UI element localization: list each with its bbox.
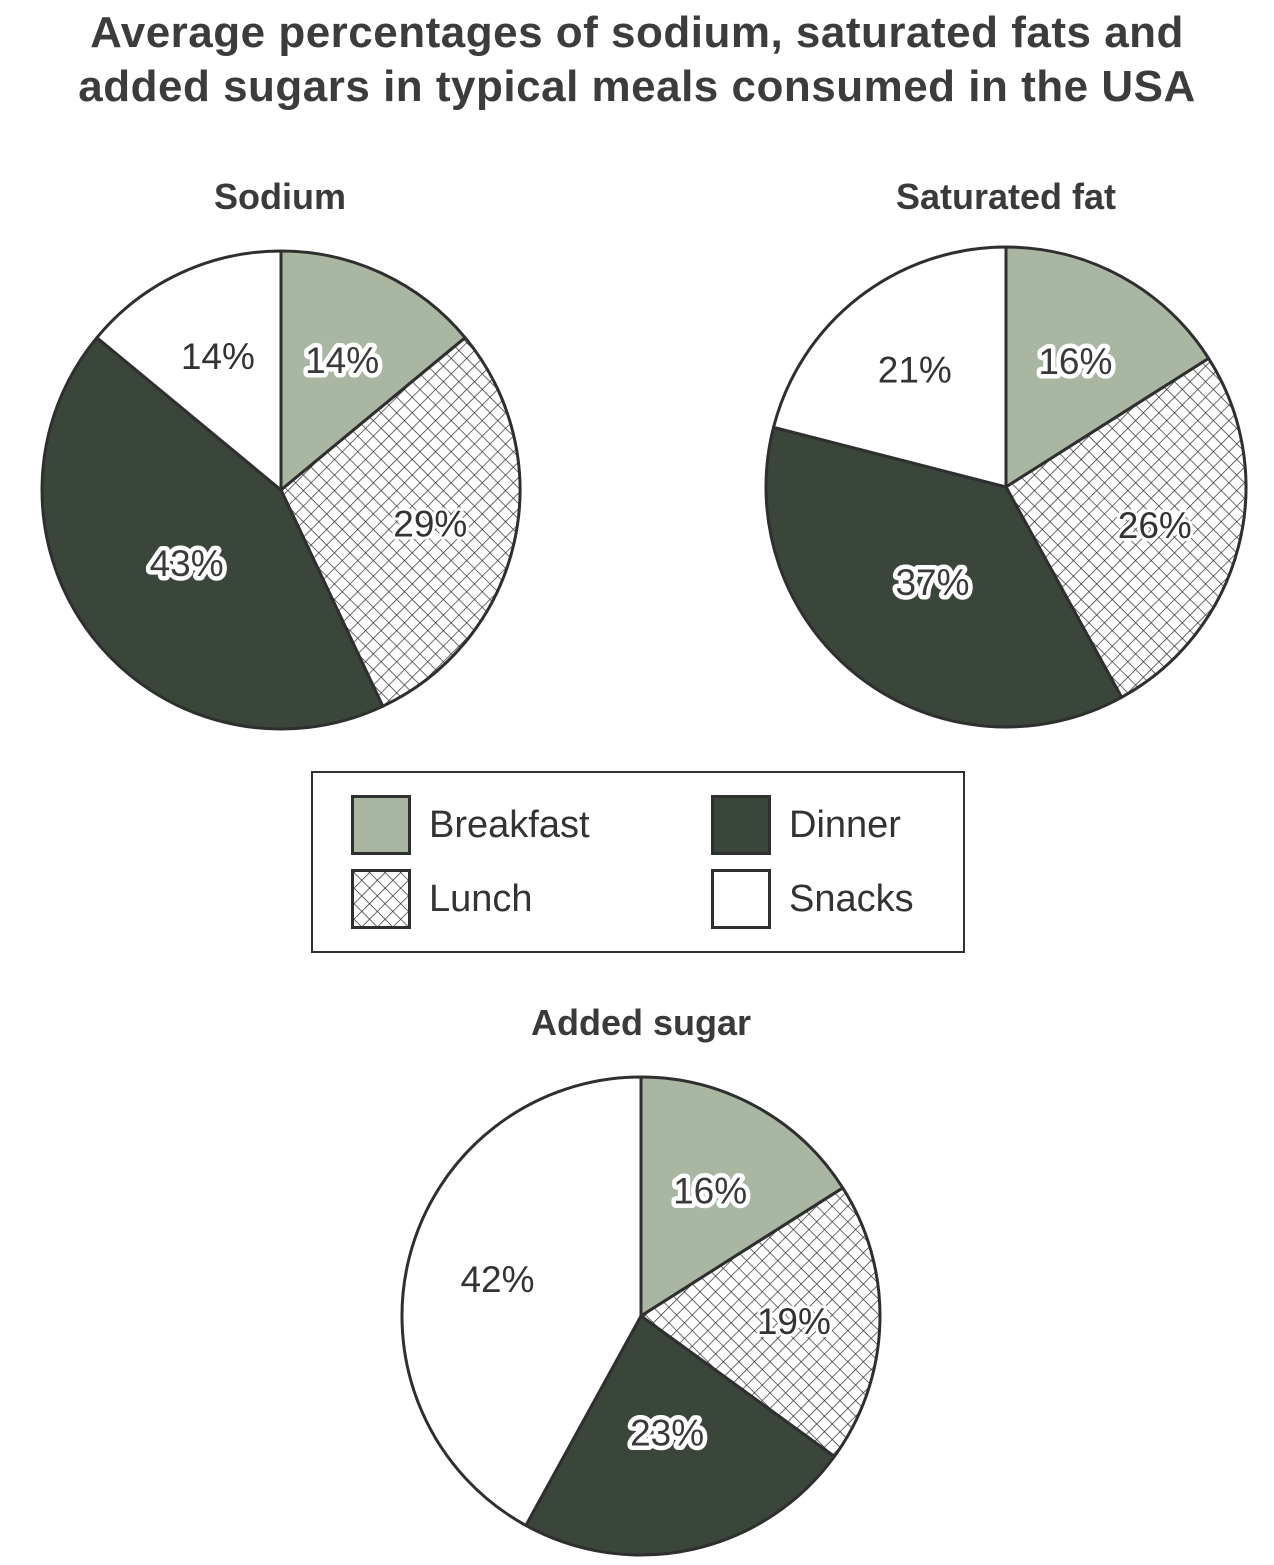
chart-main-title: Average percentages of sodium, saturated… (0, 6, 1274, 114)
pie-label-lunch: 26% (1118, 505, 1192, 546)
main-title-line-2: added sugars in typical meals consumed i… (78, 62, 1196, 111)
pie-slice-breakfast (639, 1075, 845, 1318)
legend-item-dinner: Dinner (711, 793, 901, 857)
pie-slice-snacks (400, 1075, 643, 1527)
pie-added-sugar: 16% 19% 23% 42% (400, 1075, 882, 1557)
pie-label-breakfast: 14% (305, 340, 379, 381)
pie-slice-snacks (772, 245, 1008, 489)
pie-title-saturated-fat: Saturated fat (895, 176, 1117, 217)
legend-label-breakfast: Breakfast (429, 803, 590, 846)
pie-label-lunch: 19% (757, 1301, 831, 1342)
legend-swatch-snacks (711, 869, 771, 929)
legend-swatch-breakfast (351, 795, 411, 855)
pie-slice-breakfast (1004, 245, 1211, 489)
pie-slice-breakfast (279, 249, 467, 492)
pie-title-added-sugar: Added sugar (530, 1002, 752, 1043)
legend: Breakfast Dinner Lunch Snacks (311, 771, 965, 953)
pie-saturated-fat: 16% 26% 37% 21% (764, 245, 1248, 729)
main-title-line-1: Average percentages of sodium, saturated… (90, 8, 1184, 57)
legend-label-snacks: Snacks (789, 877, 914, 920)
pie-label-snacks: 42% (460, 1259, 534, 1300)
pie-slice-lunch (639, 1186, 882, 1458)
pie-label-snacks: 14% (181, 336, 255, 377)
pie-label-snacks: 21% (878, 349, 952, 390)
pie-label-dinner: 37% (895, 562, 969, 603)
pie-slice-lunch (1004, 356, 1248, 699)
legend-swatch-lunch (351, 869, 411, 929)
pie-title-sodium: Sodium (214, 176, 346, 217)
pie-slice-dinner (764, 425, 1124, 729)
pie-label-dinner: 43% (150, 543, 224, 584)
legend-label-dinner: Dinner (789, 803, 901, 846)
pie-label-lunch: 29% (393, 503, 467, 544)
legend-item-breakfast: Breakfast (351, 793, 590, 857)
legend-hatch-pattern (354, 872, 408, 926)
pie-slice-snacks (95, 249, 283, 492)
legend-label-lunch: Lunch (429, 877, 533, 920)
pie-label-dinner: 23% (630, 1413, 704, 1454)
legend-swatch-dinner (711, 795, 771, 855)
legend-item-lunch: Lunch (351, 867, 533, 931)
pie-slice-dinner (40, 336, 385, 731)
pie-label-breakfast: 16% (1038, 341, 1112, 382)
pie-label-breakfast: 16% (673, 1170, 747, 1211)
pie-slice-dinner (524, 1314, 836, 1557)
pie-sodium: 14% 29% 43% 14% (40, 249, 522, 731)
legend-item-snacks: Snacks (711, 867, 914, 931)
